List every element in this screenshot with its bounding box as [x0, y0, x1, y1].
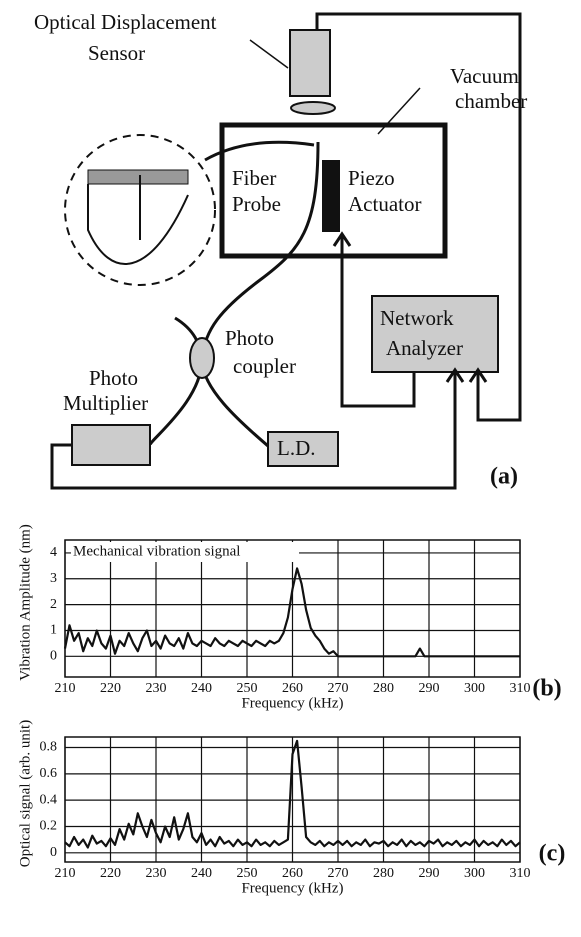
x-tick-label: 270	[328, 681, 349, 696]
wave	[87, 184, 189, 265]
network-analyzer	[371, 295, 499, 373]
x-tick-label: 230	[146, 866, 167, 881]
sensor	[289, 29, 331, 97]
coupler	[189, 337, 215, 379]
x-tick-label: 300	[464, 866, 485, 881]
y-tick-label: 1	[50, 623, 57, 638]
label: Actuator	[348, 192, 421, 216]
x-tick-label: 270	[328, 866, 349, 881]
label: Probe	[232, 192, 281, 216]
label: Vacuum	[450, 64, 519, 88]
x-axis-label: Frequency (kHz)	[241, 880, 343, 896]
x-tick-label: 250	[237, 866, 258, 881]
y-tick-label: 3	[50, 571, 57, 586]
x-tick-label: 220	[100, 866, 121, 881]
diagram	[50, 12, 522, 490]
fiber	[200, 141, 320, 448]
x-tick-label: 210	[55, 681, 76, 696]
y-tick-label: 0.2	[40, 819, 58, 834]
x-tick-label: 290	[419, 866, 440, 881]
sample	[87, 169, 189, 185]
x-tick-label: 290	[419, 681, 440, 696]
x-tick-label: 220	[100, 681, 121, 696]
zoom-circle	[64, 134, 216, 286]
label: Network	[380, 306, 454, 330]
label: Piezo	[348, 166, 395, 190]
lens	[290, 101, 336, 115]
x-tick-label: 250	[237, 681, 258, 696]
y-tick-label: 4	[50, 545, 57, 560]
y-tick-label: 2	[50, 597, 57, 612]
label: (a)	[490, 464, 518, 490]
laser-diode	[267, 431, 339, 467]
annotation: Mechanical vibration signal	[73, 543, 240, 559]
wire	[50, 367, 465, 490]
label: Photo	[225, 326, 274, 350]
x-tick-label: 310	[510, 681, 531, 696]
fiber	[148, 316, 204, 446]
label: coupler	[233, 354, 296, 378]
wire	[315, 12, 522, 422]
line	[63, 567, 520, 658]
label: Sensor	[88, 41, 145, 65]
y-tick-label: 0	[50, 845, 57, 860]
x-axis-label: Frequency (kHz)	[241, 695, 343, 711]
label: Fiber	[232, 166, 276, 190]
x-tick-label: 260	[282, 866, 303, 881]
x-tick-label: 310	[510, 866, 531, 881]
y-tick-label: 0.8	[40, 740, 58, 755]
x-tick-label: 210	[55, 866, 76, 881]
x-tick-label: 230	[146, 681, 167, 696]
label: Analyzer	[386, 336, 463, 360]
line	[64, 739, 521, 849]
vacuum-chamber	[219, 122, 448, 259]
y-tick-label: 0.4	[40, 792, 58, 807]
label: Optical Displacement	[34, 10, 217, 34]
label: Photo	[89, 366, 138, 390]
annotation-bg	[71, 542, 299, 562]
piezo	[322, 160, 340, 232]
x-tick-label: 240	[191, 866, 212, 881]
photomultiplier	[71, 424, 151, 466]
label: Multiplier	[63, 391, 148, 415]
arrow	[204, 140, 315, 162]
panel-label: (c)	[539, 841, 566, 867]
pointer	[249, 39, 289, 69]
x-tick-label: 280	[373, 866, 394, 881]
y-tick-label: 0	[50, 649, 57, 664]
x-tick-label: 300	[464, 681, 485, 696]
y-axis-label: Vibration Amplitude (nm)	[17, 524, 33, 681]
y-tick-label: 0.6	[40, 766, 58, 781]
pointer	[377, 87, 421, 135]
x-tick-label: 260	[282, 681, 303, 696]
x-tick-label: 240	[191, 681, 212, 696]
label: chamber	[455, 89, 527, 113]
label: L.D.	[277, 436, 316, 460]
wire	[332, 231, 416, 408]
y-axis-label: Optical signal (arb. unit)	[17, 720, 33, 867]
x-tick-label: 280	[373, 681, 394, 696]
panel-label: (b)	[532, 676, 561, 702]
